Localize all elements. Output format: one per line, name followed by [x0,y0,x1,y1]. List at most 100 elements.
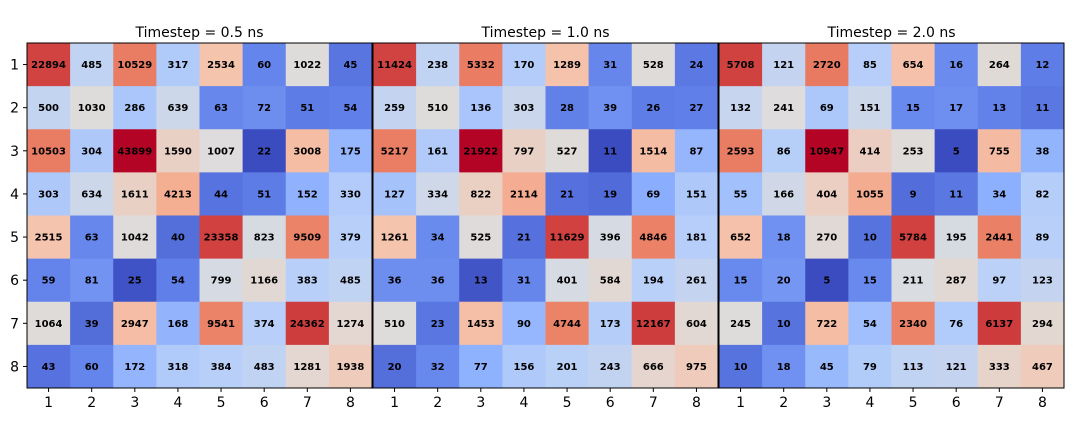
cell-value-label: 4846 [639,233,667,244]
heatmap-cell [113,344,157,389]
panel-title: Timestep = 2.0 ns [826,25,955,41]
y-tick-label: 4 [10,187,19,203]
cell-value-label: 1289 [553,60,581,71]
heatmap-cell [373,172,417,216]
cell-value-label: 317 [168,60,189,71]
heatmap-cell [719,215,763,260]
cell-value-label: 294 [1032,319,1053,330]
cell-value-label: 823 [254,233,275,244]
cell-value-label: 81 [85,276,99,287]
cell-value-label: 12167 [636,319,671,330]
heatmap-cell [762,43,806,87]
heatmap-cell [848,258,892,303]
cell-value-label: 379 [340,233,361,244]
cell-value-label: 604 [686,319,707,330]
heatmap-cell [328,86,373,130]
cell-value-label: 9541 [207,319,235,330]
cell-value-label: 79 [863,362,877,373]
cell-value-label: 40 [171,233,185,244]
x-tick-label: 8 [692,395,701,411]
heatmap-cell [459,215,503,260]
cell-value-label: 89 [1035,233,1049,244]
cell-value-label: 485 [340,276,361,287]
heatmap-cell [1020,43,1065,87]
x-tick-label: 5 [909,395,918,411]
heatmap-cell [674,215,719,260]
cell-value-label: 72 [257,103,271,114]
heatmap-cell [285,172,330,216]
cell-value-label: 11 [1035,103,1049,114]
heatmap-cell [70,344,114,389]
cell-value-label: 166 [773,189,794,200]
cell-value-label: 51 [257,189,271,200]
cell-value-label: 270 [816,233,837,244]
heatmap-cell [199,172,244,216]
cell-value-label: 63 [214,103,228,114]
heatmap-cell [373,215,417,260]
cell-value-label: 10503 [31,146,66,157]
cell-value-label: 259 [384,103,405,114]
heatmap-cell [373,344,417,389]
y-tick-label: 8 [10,359,19,375]
cell-value-label: 181 [686,233,707,244]
cell-value-label: 12 [1035,60,1049,71]
heatmap-cell [848,215,892,260]
cell-value-label: 195 [946,233,967,244]
y-tick-label: 2 [10,101,19,117]
cell-value-label: 27 [689,103,703,114]
x-tick-label: 1 [44,395,53,411]
heatmap-cell [199,129,244,173]
heatmap-cell [199,344,244,389]
cell-value-label: 156 [514,362,535,373]
cell-value-label: 15 [734,276,748,287]
cell-value-label: 39 [603,103,617,114]
x-tick-label: 3 [476,395,485,411]
heatmap-cell [27,215,71,260]
heatmap-cell [545,215,590,260]
heatmap-cell [631,43,676,87]
cell-value-label: 127 [384,189,405,200]
cell-value-label: 1042 [121,233,149,244]
x-tick-label: 5 [563,395,572,411]
heatmap-cell [70,172,114,216]
cell-value-label: 34 [992,189,1006,200]
heatmap-cell [934,43,979,87]
cell-value-label: 10 [863,233,877,244]
heatmap-cell [113,215,157,260]
panel-title: Timestep = 1.0 ns [480,25,609,41]
heatmap-cell [459,86,503,130]
panel-title: Timestep = 0.5 ns [134,25,263,41]
cell-value-label: 1261 [381,233,409,244]
cell-value-label: 113 [903,362,924,373]
cell-value-label: 51 [300,103,314,114]
heatmap-cell [242,129,287,173]
heatmap-cell [719,129,763,173]
heatmap-cell [459,43,503,87]
heatmap-cell [1020,344,1065,389]
cell-value-label: 287 [946,276,967,287]
panel-frame [372,42,719,389]
cell-value-label: 975 [686,362,707,373]
heatmap-cell [328,215,373,260]
cell-value-label: 173 [600,319,621,330]
heatmap-cell [762,258,806,303]
heatmap-cell [242,215,287,260]
cell-value-label: 245 [730,319,751,330]
cell-value-label: 59 [42,276,56,287]
heatmap-cell [977,215,1022,260]
cell-value-label: 11 [603,146,617,157]
cell-value-label: 21922 [463,146,498,157]
cell-value-label: 510 [384,319,405,330]
cell-value-label: 19 [603,189,617,200]
heatmap-cell [285,129,330,173]
heatmap-cell [502,43,546,87]
cell-value-label: 303 [38,189,59,200]
heatmap-cell [805,43,849,87]
cell-value-label: 1055 [856,189,884,200]
heatmap-cell [977,43,1022,87]
x-tick-label: 7 [649,395,658,411]
heatmap-cell [1020,172,1065,216]
cell-value-label: 44 [214,189,228,200]
cell-value-label: 20 [388,362,402,373]
heatmap-cell [502,301,546,346]
